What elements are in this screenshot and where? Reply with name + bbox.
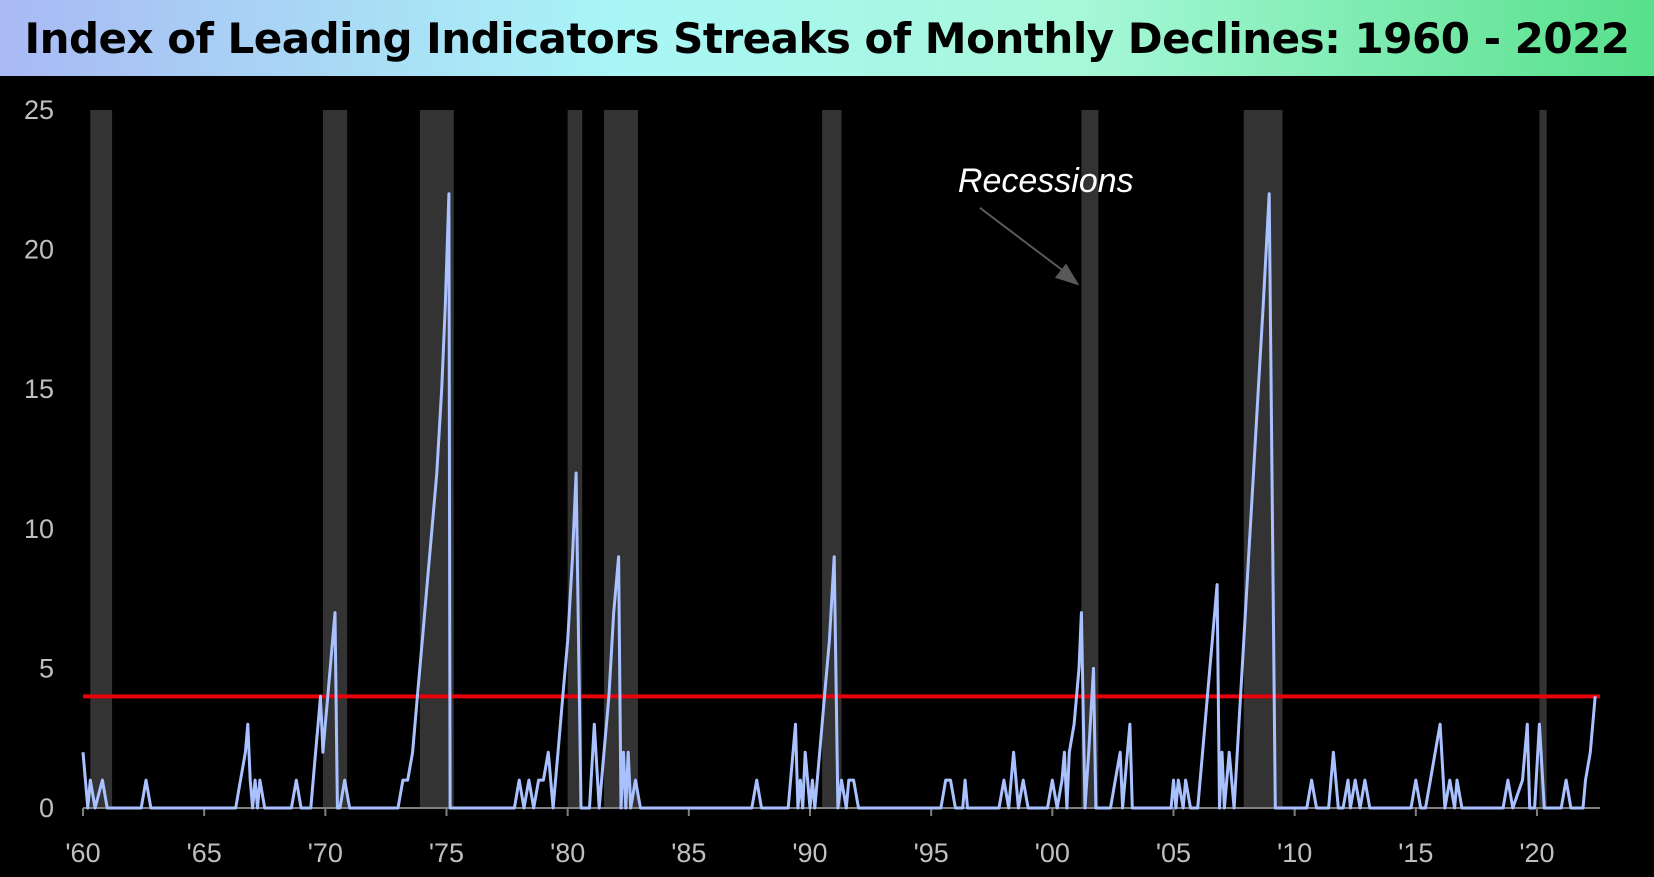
x-tick-label: '70 [308,838,343,868]
x-tick-label: '20 [1519,838,1554,868]
annotation-arrowhead [1054,263,1080,286]
x-axis-ticks: '60 '65 '70 '75 '80 '85 '90 '95 '00 '05 '10 '15 '20 [65,808,1555,868]
chart-plot: 0 5 10 15 20 25 '60 '65 '70 '75 '80 '85 '90 '95 '00 '0… [24,95,1600,868]
x-tick-label: '10 [1277,838,1312,868]
y-tick-label: 15 [24,374,54,404]
y-tick-label: 10 [24,514,54,544]
recession-bands [90,110,1547,808]
chart-title-banner: Index of Leading Indicators Streaks of M… [0,0,1654,76]
y-axis-ticks: 0 5 10 15 20 25 [24,95,54,823]
recession-band-8 [1243,110,1283,808]
recessions-annotation: Recessions [958,162,1134,286]
chart-title: Index of Leading Indicators Streaks of M… [24,13,1630,63]
recession-band-1 [90,110,113,808]
x-tick-label: '15 [1398,838,1433,868]
y-tick-label: 25 [24,95,54,125]
x-tick-label: '90 [792,838,827,868]
x-tick-label: '05 [1156,838,1191,868]
annotation-label: Recessions [958,162,1134,200]
x-tick-label: '00 [1035,838,1070,868]
recession-band-7 [1081,110,1099,808]
recession-band-9 [1539,110,1547,808]
annotation-arrow [979,207,1071,277]
y-tick-label: 0 [39,793,54,823]
x-tick-label: '95 [914,838,949,868]
y-tick-label: 5 [39,653,54,683]
x-tick-label: '75 [429,838,464,868]
x-tick-label: '60 [65,838,100,868]
x-tick-label: '85 [671,838,706,868]
series-line [81,192,1597,810]
y-tick-label: 20 [24,235,54,265]
x-tick-label: '65 [187,838,222,868]
x-tick-label: '80 [550,838,585,868]
